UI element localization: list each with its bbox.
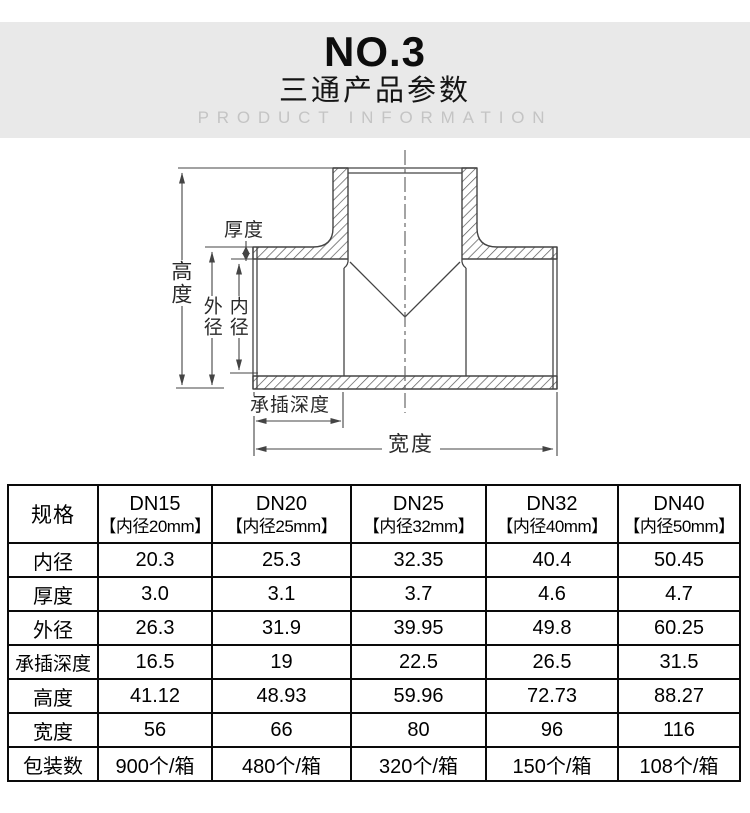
table-row-thickness: 厚度 3.0 3.1 3.7 4.6 4.7 [7,576,741,612]
value-cell: 25.3 [211,542,352,578]
value-cell: 48.93 [211,678,352,714]
value-cell: 49.8 [485,610,619,646]
model-label: DN15 [129,492,181,515]
value-cell: 31.9 [211,610,352,646]
spec-table: 规格 DN15 【内径20mm】 DN20 【内径25mm】 DN25 【内径3… [7,484,741,782]
tee-fitting-diagram [176,150,558,456]
dim-label-outer-diameter: 外径 [200,296,222,338]
table-row-packing-qty: 包装数 900个/箱 480个/箱 320个/箱 150个/箱 108个/箱 [7,746,741,782]
table-row-height: 高度 41.12 48.93 59.96 72.73 88.27 [7,678,741,714]
table-header-row: 规格 DN15 【内径20mm】 DN20 【内径25mm】 DN25 【内径3… [7,484,741,544]
dim-label-thickness: 厚度 [224,220,265,241]
value-cell: 32.35 [350,542,487,578]
table-row-outer-diameter: 外径 26.3 31.9 39.95 49.8 60.25 [7,610,741,646]
value-cell: 116 [617,712,741,748]
row-label-cell: 包装数 [7,746,99,782]
row-label-cell: 宽度 [7,712,99,748]
value-cell: 50.45 [617,542,741,578]
column-header-dn20: DN20 【内径25mm】 [211,484,352,544]
value-cell: 39.95 [350,610,487,646]
spec-header-cell: 规格 [7,484,99,544]
value-cell: 3.7 [350,576,487,612]
value-cell: 4.6 [485,576,619,612]
header-band: NO.3 三通产品参数 PRODUCT INFORMATION [0,22,750,138]
value-cell: 20.3 [97,542,213,578]
model-label: DN40 [653,492,705,515]
dim-label-inner-diameter: 内径 [226,296,248,338]
value-cell: 88.27 [617,678,741,714]
body-outline [252,167,558,389]
table-row-inner-diameter: 内径 20.3 25.3 32.35 40.4 50.45 [7,542,741,578]
value-cell: 108个/箱 [617,746,741,782]
value-cell: 26.3 [97,610,213,646]
column-header-dn15: DN15 【内径20mm】 [97,484,213,544]
dim-label-width: 宽度 [382,434,440,456]
value-cell: 31.5 [617,644,741,680]
value-cell: 22.5 [350,644,487,680]
bore-label: 【内径25mm】 [225,516,338,536]
value-cell: 16.5 [97,644,213,680]
value-cell: 26.5 [485,644,619,680]
value-cell: 59.96 [350,678,487,714]
bore-label: 【内径20mm】 [99,516,211,536]
value-cell: 3.0 [97,576,213,612]
value-cell: 66 [211,712,352,748]
row-label-cell: 厚度 [7,576,99,612]
value-cell: 3.1 [211,576,352,612]
row-label-cell: 外径 [7,610,99,646]
column-header-dn32: DN32 【内径40mm】 [485,484,619,544]
value-cell: 40.4 [485,542,619,578]
page-subtitle: PRODUCT INFORMATION [197,108,553,128]
bore-label: 【内径32mm】 [362,516,475,536]
value-cell: 150个/箱 [485,746,619,782]
value-cell: 320个/箱 [350,746,487,782]
dim-label-socket-depth: 承插深度 [250,395,331,416]
bore-label: 【内径40mm】 [496,516,608,536]
value-cell: 72.73 [485,678,619,714]
hatched-walls [252,167,558,390]
column-header-dn25: DN25 【内径32mm】 [350,484,487,544]
value-cell: 480个/箱 [211,746,352,782]
row-label-cell: 内径 [7,542,99,578]
row-label-cell: 承插深度 [7,644,99,680]
bore-label: 【内径50mm】 [623,516,735,536]
model-label: DN20 [255,492,308,515]
value-cell: 56 [97,712,213,748]
value-cell: 4.7 [617,576,741,612]
value-cell: 900个/箱 [97,746,213,782]
value-cell: 60.25 [617,610,741,646]
model-label: DN25 [392,492,445,515]
product-number: NO.3 [323,28,427,75]
row-label-cell: 高度 [7,678,99,714]
value-cell: 41.12 [97,678,213,714]
table-row-socket-depth: 承插深度 16.5 19 22.5 26.5 31.5 [7,644,741,680]
table-row-width: 宽度 56 66 80 96 116 [7,712,741,748]
value-cell: 96 [485,712,619,748]
page-title: 三通产品参数 [278,74,471,107]
value-cell: 19 [211,644,352,680]
model-label: DN32 [526,492,578,515]
column-header-dn40: DN40 【内径50mm】 [617,484,741,544]
dim-label-height: 高度 [168,260,192,306]
value-cell: 80 [350,712,487,748]
